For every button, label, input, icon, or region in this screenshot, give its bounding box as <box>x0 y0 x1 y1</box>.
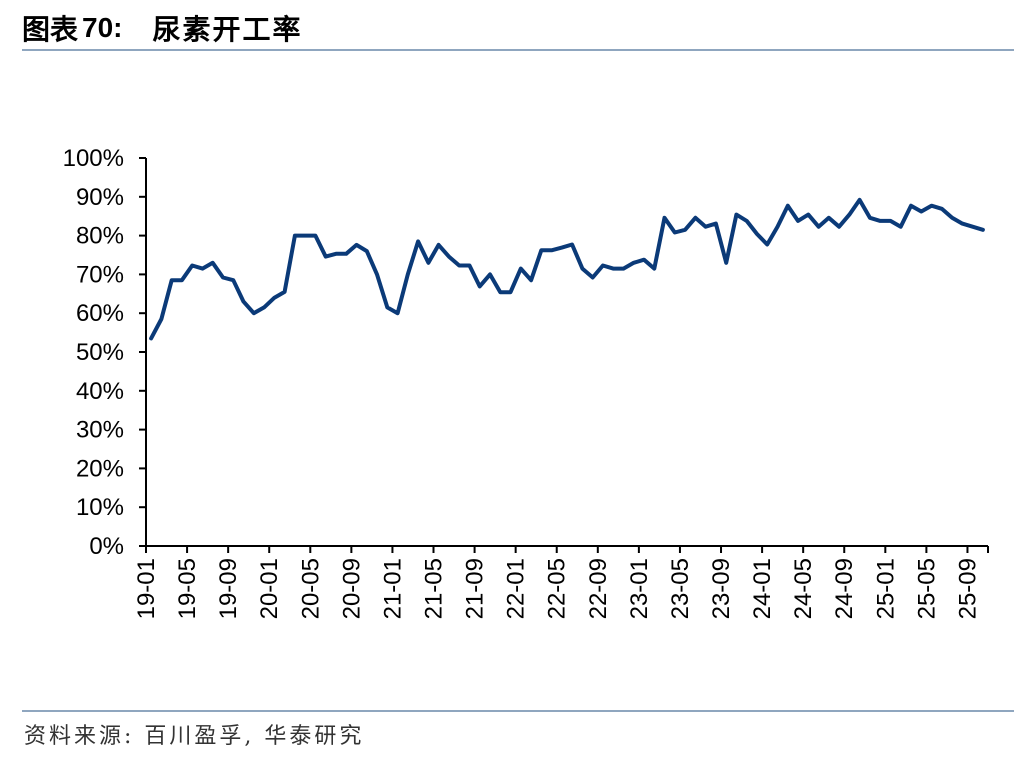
x-axis: 19-01 19-05 19-09 20-01 20-05 20-09 21-01 21-05… <box>133 545 989 619</box>
x-tick-label: 19-05 <box>174 558 201 619</box>
y-tick-label: 100% <box>63 145 124 172</box>
x-tick-label: 22-05 <box>544 558 571 619</box>
y-tick-label: 20% <box>76 455 124 482</box>
series-line <box>149 197 985 341</box>
y-tick-label: 60% <box>76 300 124 327</box>
x-tick-label: 20-01 <box>256 558 283 619</box>
y-tick-label: 50% <box>76 339 124 366</box>
series-group <box>149 197 985 341</box>
y-tick-label: 40% <box>76 378 124 405</box>
x-tick-label: 24-01 <box>749 558 776 619</box>
x-tick-label: 19-09 <box>215 558 242 619</box>
x-tick-label: 20-05 <box>297 558 324 619</box>
title-bar: 图表 70: 尿素开工率 <box>22 8 303 48</box>
x-tick-label: 19-01 <box>133 558 160 619</box>
x-tick-label: 25-09 <box>954 558 981 619</box>
x-tick-label: 24-05 <box>790 558 817 619</box>
x-tick-label: 23-01 <box>626 558 653 619</box>
x-tick-label: 21-01 <box>379 558 406 619</box>
y-tick-label: 90% <box>76 184 124 211</box>
x-tick-label: 21-09 <box>462 558 489 619</box>
x-tick-label: 23-09 <box>708 558 735 619</box>
bottom-divider <box>22 710 1014 712</box>
x-tick-label: 24-09 <box>831 558 858 619</box>
x-tick-label: 22-01 <box>503 558 530 619</box>
x-tick-label: 21-05 <box>421 558 448 619</box>
y-tick-label: 10% <box>76 494 124 521</box>
source-note: 资料来源: 百川盈孚, 华泰研究 <box>24 724 365 749</box>
line-chart: 0%10%20%30%40%50%60%70%80%90%100% 19-01 1… <box>63 145 989 619</box>
x-tick-label: 23-05 <box>667 558 694 619</box>
top-divider <box>22 49 1014 51</box>
x-tick-label: 22-09 <box>585 558 612 619</box>
figure-number: 70: <box>82 12 123 43</box>
y-tick-label: 0% <box>89 533 124 560</box>
y-tick-label: 80% <box>76 223 124 250</box>
figure-label: 图表 <box>22 13 79 46</box>
chart-title: 尿素开工率 <box>152 13 303 46</box>
x-tick-label: 20-09 <box>338 558 365 619</box>
y-tick-label: 30% <box>76 417 124 444</box>
x-tick-label: 25-01 <box>872 558 899 619</box>
y-tick-label: 70% <box>76 261 124 288</box>
y-axis: 0% 10% 20% 30% 40% 50% 60% 70% 80% 90% 100% <box>63 145 147 560</box>
x-tick-label: 25-05 <box>913 558 940 619</box>
